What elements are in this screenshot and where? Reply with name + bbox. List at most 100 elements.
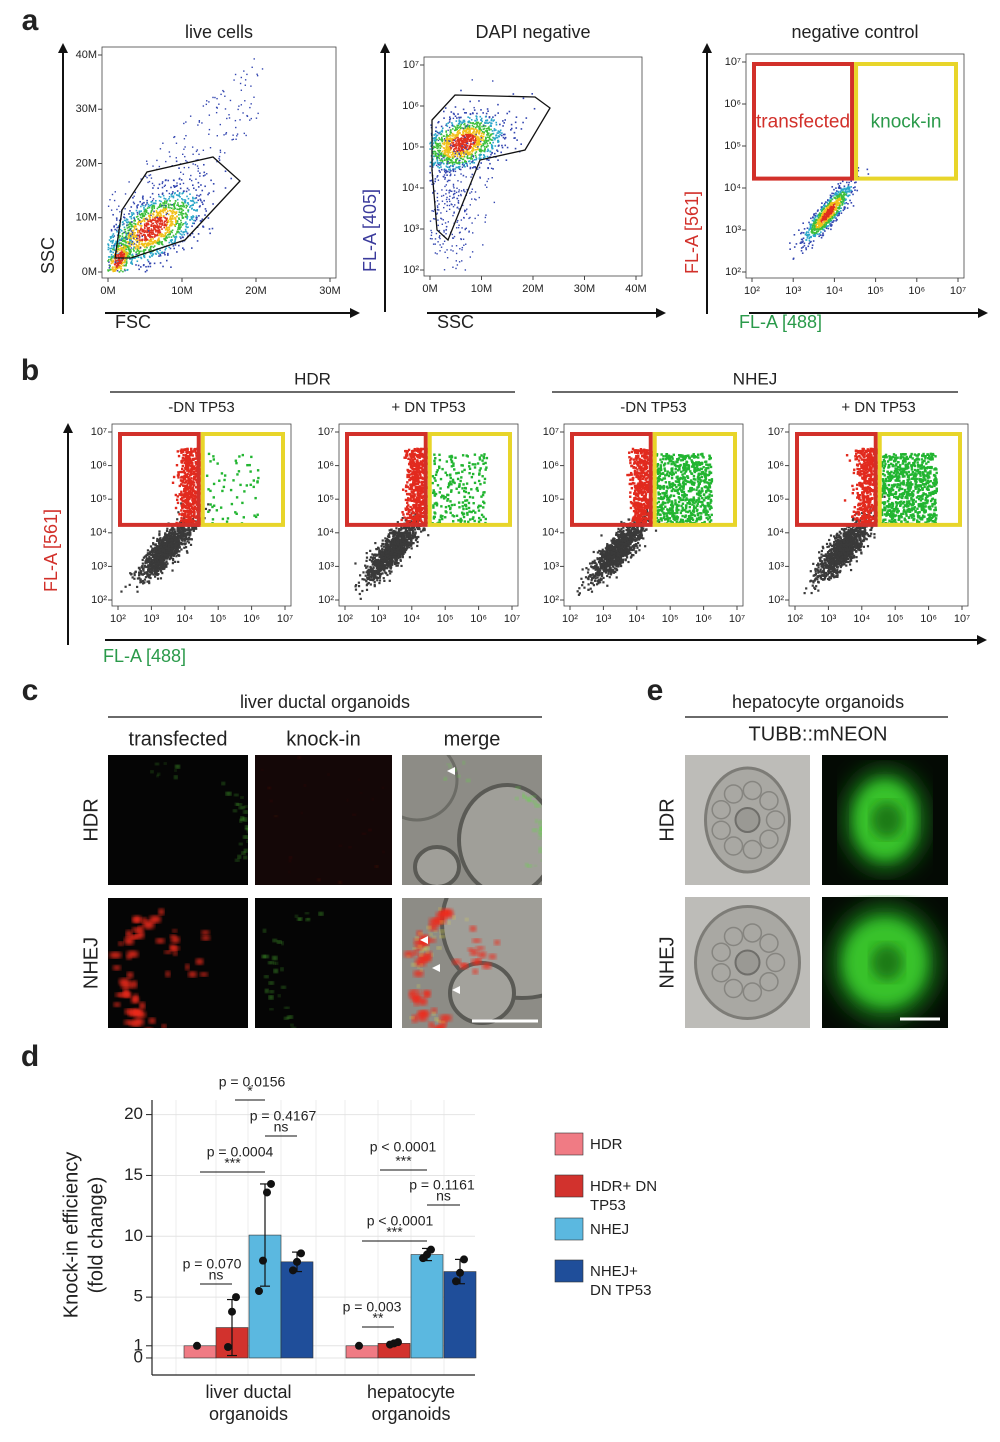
event-dot <box>130 217 133 220</box>
event-dot <box>463 134 465 137</box>
event-dot <box>172 235 175 237</box>
event-dot <box>469 131 471 134</box>
event-dot <box>820 206 823 208</box>
event-dot <box>473 132 475 134</box>
event-dot <box>441 189 443 191</box>
event-dot <box>192 215 195 218</box>
event-dot <box>110 236 113 238</box>
event-dot <box>850 180 853 182</box>
event-dot <box>468 124 471 127</box>
event-dot <box>185 231 188 233</box>
event-dot <box>173 186 176 188</box>
event-dot <box>436 196 439 199</box>
event-dot <box>452 145 454 147</box>
event-dot <box>433 155 436 158</box>
event-dot <box>460 150 463 153</box>
event-dot <box>486 158 489 161</box>
event-dot <box>140 239 142 241</box>
event-dot <box>438 151 441 154</box>
event-dot <box>182 209 185 212</box>
event-dot <box>827 214 830 216</box>
event-dot <box>138 571 141 574</box>
event-dot <box>820 217 823 220</box>
event-dot <box>813 219 815 221</box>
event-dot <box>159 204 161 206</box>
event-dot <box>111 260 114 263</box>
event-dot <box>838 214 840 217</box>
event-dot <box>488 121 491 124</box>
event-dot <box>117 242 120 245</box>
event-dot <box>436 176 438 178</box>
event-dot <box>451 163 454 165</box>
event-dot <box>471 222 473 224</box>
event-dot <box>449 146 452 149</box>
event-dot <box>159 203 162 205</box>
event-dot <box>139 232 142 235</box>
event-dot <box>150 252 152 255</box>
event-dot <box>823 222 826 225</box>
event-dot <box>164 223 167 226</box>
event-dot <box>481 139 483 142</box>
event-dot <box>435 213 438 215</box>
event-dot <box>477 168 479 170</box>
panel-letter: d <box>21 1040 39 1073</box>
event-dot <box>174 207 177 210</box>
event-dot <box>120 590 123 593</box>
event-dot <box>148 174 150 177</box>
event-dot <box>476 139 479 141</box>
event-dot <box>828 219 830 221</box>
event-dot <box>179 233 182 235</box>
event-dot <box>480 153 483 156</box>
event-dot <box>185 134 187 137</box>
event-dot <box>432 164 435 167</box>
event-dot <box>176 526 179 529</box>
event-dot <box>192 187 195 190</box>
event-dot <box>462 129 465 132</box>
event-dot <box>838 184 841 187</box>
event-dot <box>493 152 496 155</box>
x-tick-label: 20M <box>245 285 266 297</box>
event-dot <box>141 558 144 562</box>
event-dot <box>452 169 455 171</box>
event-dot <box>175 223 177 225</box>
event-dot <box>833 196 836 199</box>
event-dot <box>134 236 137 238</box>
event-dot <box>810 217 812 220</box>
event-dot <box>462 133 465 135</box>
event-dot <box>445 149 448 152</box>
event-dot <box>147 265 150 268</box>
event-dot <box>153 245 156 247</box>
event-dot <box>461 161 464 164</box>
event-dot <box>452 170 455 173</box>
event-dot <box>429 171 431 174</box>
event-dot <box>197 124 199 126</box>
event-dot <box>117 254 119 257</box>
event-dot <box>839 190 842 193</box>
event-dot <box>157 214 159 216</box>
event-dot <box>829 223 831 226</box>
event-dot <box>149 204 151 207</box>
event-dot <box>461 246 464 249</box>
event-dot <box>175 236 178 238</box>
event-dot <box>154 228 156 231</box>
event-dot <box>126 221 129 224</box>
event-dot <box>842 209 845 212</box>
event-dot <box>165 208 168 210</box>
event-dot <box>146 259 149 261</box>
event-dot <box>458 153 460 155</box>
event-dot <box>133 219 135 222</box>
event-dot <box>803 244 806 247</box>
event-dot <box>819 234 822 237</box>
event-dot <box>440 168 443 171</box>
event-dot <box>195 216 198 219</box>
event-dot <box>251 66 253 69</box>
event-dot <box>173 205 176 208</box>
event-dot <box>142 198 144 200</box>
event-dot <box>114 269 116 272</box>
event-dot <box>446 249 448 251</box>
event-dot <box>127 246 130 248</box>
event-dot <box>143 229 145 232</box>
event-dot <box>208 192 210 194</box>
event-dot <box>169 529 172 532</box>
